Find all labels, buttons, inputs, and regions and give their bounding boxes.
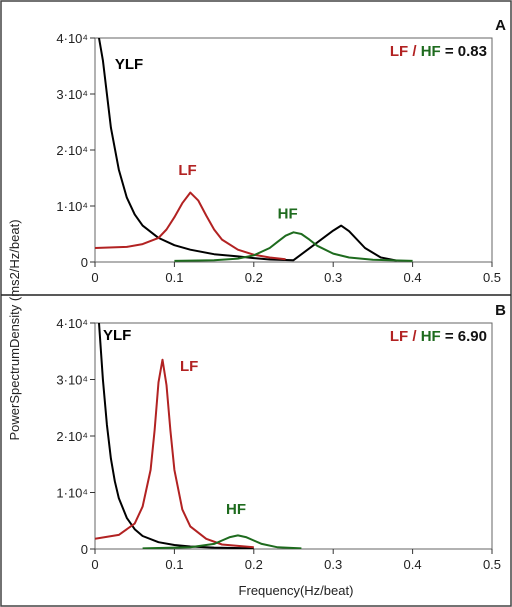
y-tick-label: 1·10⁴: [56, 199, 88, 214]
panel-letter-a: A: [495, 17, 506, 34]
ratio-annotation: LF / HF = 0.83: [390, 43, 487, 60]
series-line-hf: [174, 231, 413, 262]
series-line-ylf: [98, 38, 397, 262]
y-axis-label: PowerSpectrumDensity (ms2/Hz/beat): [7, 219, 22, 440]
ratio-lf: LF: [390, 328, 408, 345]
series-line-ylf: [98, 323, 254, 549]
series-line-lf: [95, 358, 254, 549]
x-tick-label: 0: [91, 557, 98, 572]
panel-letter-b: B: [495, 302, 506, 319]
y-tick-label: 4·10⁴: [56, 31, 88, 46]
x-tick-label: 0.3: [324, 557, 342, 572]
ratio-hf: HF: [421, 328, 441, 345]
x-tick-label: 0: [91, 270, 98, 285]
y-tick-label: 2·10⁴: [56, 143, 88, 158]
y-tick-label: 4·10⁴: [56, 316, 88, 331]
x-tick-label: 0.2: [245, 557, 263, 572]
y-tick-label: 0: [81, 255, 88, 270]
y-tick-label: 1·10⁴: [56, 486, 88, 501]
x-tick-label: 0.2: [245, 270, 263, 285]
panel-b: 0 1·10⁴ 2·10⁴ 3·10⁴ 4·10⁴ 0 0.1 0.2 0.3 0.4 0.5 YLF…: [56, 302, 506, 572]
panel-a: 0 1·10⁴ 2·10⁴ 3·10⁴ 4·10⁴ 0 0.1 0.2 0.3 0.4 0.5 YLF…: [56, 17, 506, 285]
ratio-sep: /: [408, 43, 421, 60]
curve-label-ylf: YLF: [115, 56, 143, 73]
x-tick-label: 0.4: [404, 557, 422, 572]
series-line-lf: [95, 191, 286, 261]
y-tick-label: 0: [81, 542, 88, 557]
ratio-lf: LF: [390, 43, 408, 60]
x-tick-label: 0.5: [483, 557, 501, 572]
x-tick-label: 0.1: [165, 270, 183, 285]
x-axis-label: Frequency(Hz/beat): [239, 583, 354, 598]
x-tick-label: 0.5: [483, 270, 501, 285]
series-line-hf: [142, 534, 302, 549]
ratio-sep: /: [408, 328, 421, 345]
y-tick-label: 3·10⁴: [56, 373, 88, 388]
y-tick-label: 2·10⁴: [56, 429, 88, 444]
ratio-value: = 6.90: [441, 328, 487, 345]
curve-label-lf: LF: [178, 162, 196, 179]
x-tick-label: 0.3: [324, 270, 342, 285]
x-tick-label: 0.1: [165, 557, 183, 572]
ratio-hf: HF: [421, 43, 441, 60]
curve-label-lf: LF: [180, 358, 198, 375]
ratio-annotation: LF / HF = 6.90: [390, 328, 487, 345]
curve-label-hf: HF: [226, 501, 246, 518]
y-tick-label: 3·10⁴: [56, 87, 88, 102]
x-tick-label: 0.4: [404, 270, 422, 285]
curve-label-hf: HF: [278, 205, 298, 222]
curve-label-ylf: YLF: [103, 327, 131, 344]
ratio-value: = 0.83: [441, 43, 487, 60]
